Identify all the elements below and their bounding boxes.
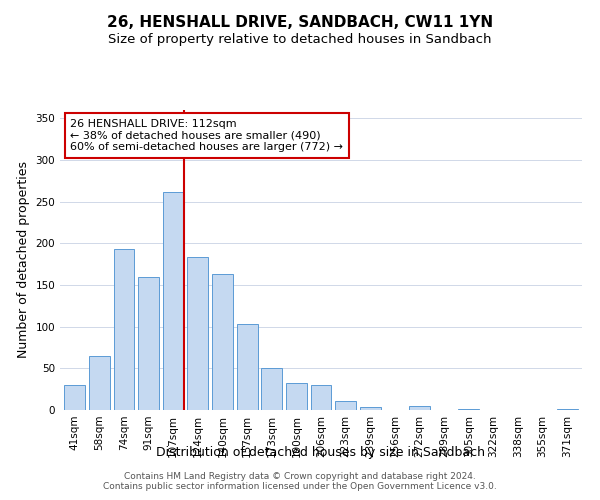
Bar	[261, 368, 282, 410]
Bar	[409, 406, 430, 410]
Text: Contains HM Land Registry data © Crown copyright and database right 2024.: Contains HM Land Registry data © Crown c…	[124, 472, 476, 481]
Bar	[163, 192, 184, 410]
Bar	[113, 249, 134, 410]
Bar	[286, 384, 307, 410]
Bar	[360, 406, 381, 410]
Text: Contains public sector information licensed under the Open Government Licence v3: Contains public sector information licen…	[103, 482, 497, 491]
Bar	[64, 385, 85, 410]
Bar	[458, 409, 479, 410]
Text: 26, HENSHALL DRIVE, SANDBACH, CW11 1YN: 26, HENSHALL DRIVE, SANDBACH, CW11 1YN	[107, 15, 493, 30]
Bar	[311, 385, 331, 410]
Bar	[335, 401, 356, 410]
Y-axis label: Number of detached properties: Number of detached properties	[17, 162, 30, 358]
Bar	[557, 409, 578, 410]
Text: Size of property relative to detached houses in Sandbach: Size of property relative to detached ho…	[108, 32, 492, 46]
Bar	[236, 324, 257, 410]
Bar	[187, 256, 208, 410]
Text: 26 HENSHALL DRIVE: 112sqm
← 38% of detached houses are smaller (490)
60% of semi: 26 HENSHALL DRIVE: 112sqm ← 38% of detac…	[70, 119, 343, 152]
Bar	[138, 276, 159, 410]
Bar	[89, 356, 110, 410]
Bar	[212, 274, 233, 410]
Text: Distribution of detached houses by size in Sandbach: Distribution of detached houses by size …	[157, 446, 485, 459]
